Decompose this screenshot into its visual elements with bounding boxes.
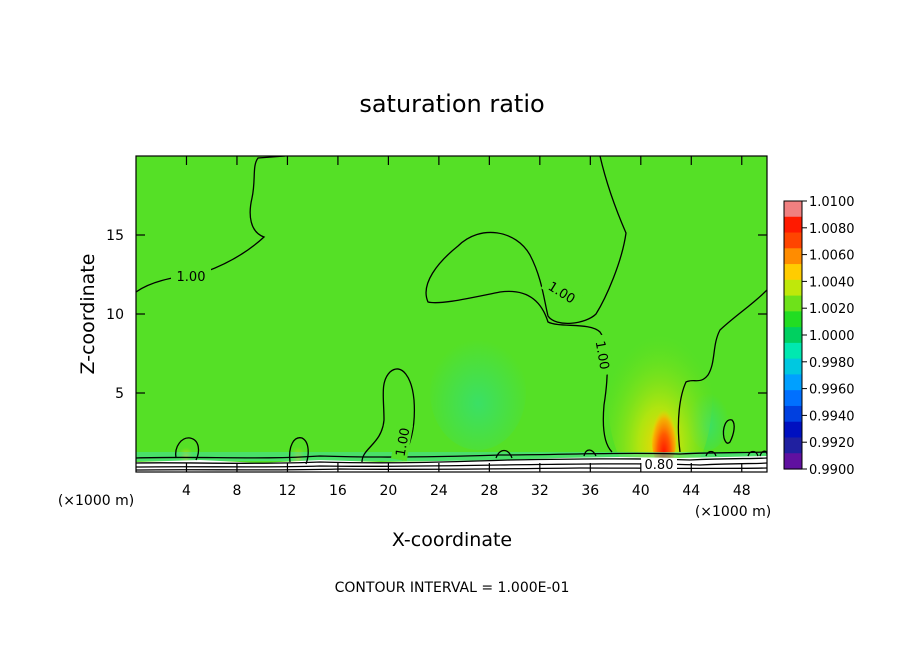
contour-1-00-cell-20 [361,368,416,463]
contour-label-4: 1.00 [390,422,414,462]
colorbar-label: 0.9920 [809,436,855,451]
contour-1-00-cell-4 [175,437,200,461]
x-tick-label: 4 [182,483,191,499]
colorbar-label: 0.9940 [809,409,855,424]
colorbar-label: 0.9980 [809,356,855,371]
contour-label-3: 1.00 [592,333,615,377]
x-tick-label: 44 [682,483,700,499]
field-low-region [430,334,526,450]
colorbar-swatch [784,374,802,391]
colorbar-label: 1.0020 [809,302,855,317]
colorbar-swatch [784,358,802,376]
colorbar: 1.0100 1.0080 1.0060 1.0040 1.0020 1.0000 0.99… [783,195,855,478]
colorbar-label: 1.0000 [809,329,855,344]
x-tick-label: 36 [581,483,599,499]
x-axis-label: X-coordinate [392,529,512,551]
plot-area: 1.00 1.00 1.00 1.00 0.80 [136,156,767,473]
x-tick-label: 20 [379,483,397,499]
contour-surface-3 [136,462,767,468]
colorbar-label: 1.0040 [809,275,855,290]
colorbar-swatch [784,295,802,312]
contour-label-text-5: 0.80 [645,458,674,473]
x-tick-label: 24 [430,483,448,499]
colorbar-swatch [784,390,802,407]
contour-interval-note: CONTOUR INTERVAL = 1.000E-01 [335,580,570,596]
contour-surface-2 [136,457,767,465]
colorbar-label: 1.0060 [809,249,855,264]
x-tick-label: 48 [733,483,751,499]
colorbar-label: 1.0080 [809,222,855,237]
colorbar-swatch [784,311,802,328]
contour-label-5: 0.80 [641,458,677,473]
colorbar-swatch [784,232,802,249]
contour-1-00-cell-13 [288,437,309,465]
field-maximum [651,390,677,470]
contour-labels: 1.00 1.00 1.00 1.00 0.80 [171,268,677,473]
colorbar-swatch [784,248,802,265]
x-tick-label: 8 [232,483,241,499]
contour-1-00-center [425,156,627,453]
colorbar-swatch [784,405,802,423]
contour-lines [136,156,767,471]
x-tick-label: 16 [329,483,347,499]
x-tick-label: 12 [279,483,297,499]
colorbar-label: 0.9960 [809,383,855,398]
x-tick-label: 40 [632,483,650,499]
field-plume [608,308,712,472]
colorbar-swatch [784,342,802,360]
y-tick-label: 5 [115,386,124,402]
y-tick-label: 15 [106,228,124,244]
contour-label-text-1: 1.00 [177,270,206,285]
colorbar-swatch [784,421,802,439]
x-unit-label-left: (×1000 m) [58,493,134,509]
colorbar-swatch [784,437,802,454]
colorbar-swatch [784,264,802,281]
y-tick-label: 10 [106,307,124,323]
x-tick-label: 32 [531,483,549,499]
x-unit-label-right: (×1000 m) [695,504,771,520]
colorbar-label: 1.0100 [809,195,855,210]
colorbar-swatch [784,201,802,218]
colorbar-label: 0.9900 [809,463,855,478]
x-tick-label: 28 [480,483,498,499]
contour-1-00-cell-45 [722,419,735,444]
contour-label-text-3: 1.00 [592,340,612,371]
contour-label-1: 1.00 [171,268,211,285]
contour-surface-bumps [495,449,767,459]
colorbar-swatch [784,216,802,234]
colorbar-swatch [784,453,802,470]
y-axis-label: Z-coordinate [77,254,99,375]
contour-1-00-right [677,289,767,453]
contour-surface-1 [136,451,767,459]
colorbar-swatch [784,327,802,344]
contour-label-text-4: 1.00 [394,427,414,458]
colorbar-swatch [784,279,802,297]
chart-title: saturation ratio [359,90,544,118]
